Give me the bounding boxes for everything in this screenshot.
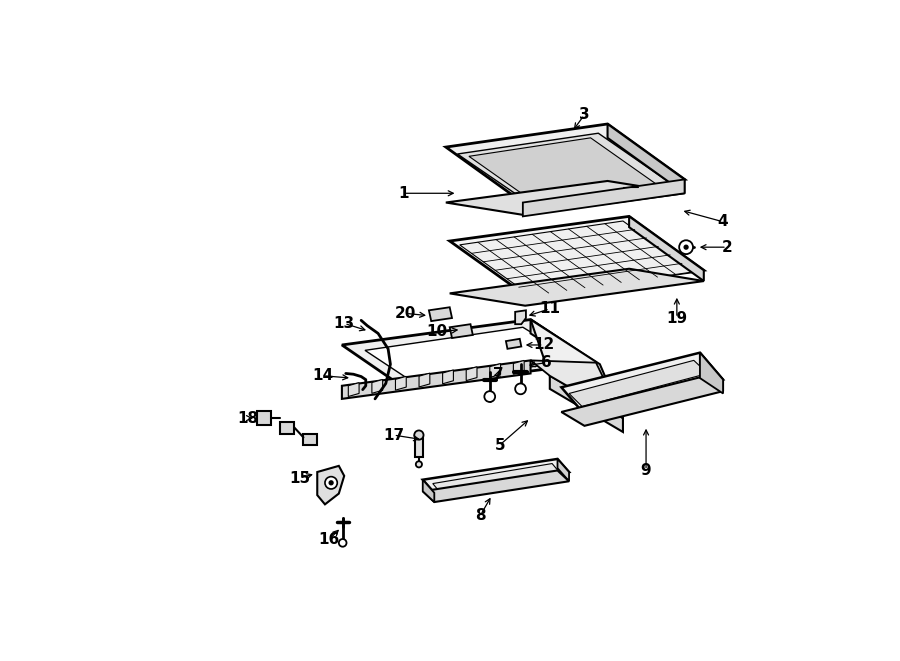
Polygon shape	[562, 353, 723, 414]
Circle shape	[325, 477, 338, 489]
Polygon shape	[415, 435, 423, 457]
Text: 13: 13	[334, 316, 355, 331]
Polygon shape	[423, 459, 569, 493]
Polygon shape	[490, 364, 500, 377]
Circle shape	[484, 391, 495, 402]
Text: 12: 12	[533, 338, 554, 352]
Polygon shape	[700, 353, 723, 391]
Text: 4: 4	[717, 214, 728, 229]
Polygon shape	[419, 373, 430, 387]
Text: 20: 20	[395, 306, 417, 321]
Polygon shape	[469, 138, 659, 204]
Circle shape	[338, 539, 346, 547]
Polygon shape	[365, 327, 577, 383]
Polygon shape	[280, 422, 294, 434]
Text: 8: 8	[475, 508, 486, 523]
Polygon shape	[423, 480, 435, 502]
Polygon shape	[429, 307, 452, 321]
Text: 10: 10	[426, 325, 447, 339]
Polygon shape	[372, 379, 382, 393]
Polygon shape	[457, 134, 670, 204]
Polygon shape	[257, 411, 271, 425]
Polygon shape	[460, 221, 694, 295]
Polygon shape	[450, 216, 704, 295]
Text: 16: 16	[319, 532, 339, 547]
Polygon shape	[608, 124, 685, 193]
Polygon shape	[318, 466, 344, 504]
Polygon shape	[530, 319, 596, 375]
Polygon shape	[550, 375, 623, 432]
Polygon shape	[443, 370, 454, 384]
Polygon shape	[629, 216, 704, 281]
Text: 1: 1	[398, 186, 409, 201]
Polygon shape	[530, 360, 623, 418]
Polygon shape	[450, 324, 472, 338]
Text: 14: 14	[312, 368, 333, 383]
Text: 5: 5	[494, 438, 505, 453]
Circle shape	[684, 245, 688, 249]
Text: 7: 7	[493, 367, 503, 382]
Polygon shape	[395, 376, 406, 390]
Polygon shape	[450, 269, 704, 305]
Text: 18: 18	[238, 410, 258, 426]
Polygon shape	[433, 463, 560, 493]
Polygon shape	[342, 319, 596, 387]
Polygon shape	[513, 360, 524, 374]
Circle shape	[416, 461, 422, 467]
Text: 3: 3	[579, 107, 590, 122]
Text: 2: 2	[722, 240, 733, 254]
Polygon shape	[348, 383, 359, 397]
Text: 11: 11	[539, 301, 561, 316]
Text: 6: 6	[541, 355, 552, 370]
Polygon shape	[515, 310, 526, 324]
Polygon shape	[342, 360, 530, 399]
Polygon shape	[562, 377, 723, 426]
Polygon shape	[557, 459, 569, 481]
Polygon shape	[303, 434, 318, 445]
Polygon shape	[700, 353, 723, 393]
Polygon shape	[530, 319, 623, 418]
Polygon shape	[569, 360, 707, 407]
Text: 15: 15	[289, 471, 310, 486]
Circle shape	[515, 383, 526, 394]
Polygon shape	[446, 124, 685, 202]
Polygon shape	[523, 179, 685, 216]
Text: 19: 19	[666, 311, 688, 325]
Text: 17: 17	[382, 428, 404, 443]
Circle shape	[329, 481, 333, 485]
Polygon shape	[446, 181, 685, 215]
Circle shape	[414, 430, 424, 440]
Polygon shape	[466, 367, 477, 381]
Circle shape	[680, 240, 693, 254]
Polygon shape	[506, 339, 521, 349]
Text: 9: 9	[641, 463, 652, 478]
Polygon shape	[423, 471, 569, 502]
